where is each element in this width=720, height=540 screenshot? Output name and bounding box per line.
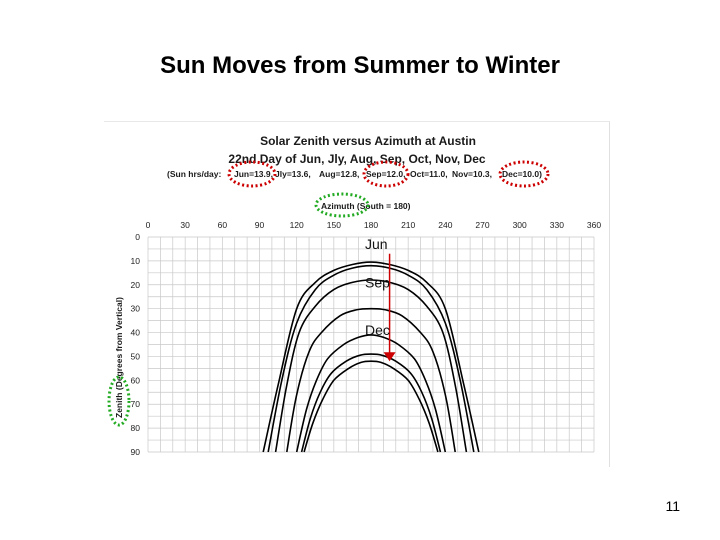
sun-hours-nov: Nov=10.3, bbox=[452, 169, 492, 179]
sun-hours-jun: Jun=13.9, bbox=[234, 169, 273, 179]
y-tick-label: 0 bbox=[135, 232, 140, 242]
sun-hours-oct: Oct=11.0, bbox=[410, 169, 448, 179]
highlight-oval-jun bbox=[227, 160, 277, 188]
chart-series bbox=[262, 261, 480, 453]
x-tick-label: 150 bbox=[327, 220, 341, 230]
x-tick-label: 30 bbox=[180, 220, 190, 230]
series-line-dec bbox=[303, 360, 439, 453]
x-tick-label: 180 bbox=[364, 220, 378, 230]
chart-ticks: 0 30 60 90 120 150 180 210 240 270 300 330 360 0 10 20 3… bbox=[131, 220, 602, 457]
series-line-sep bbox=[286, 307, 456, 453]
y-tick-label: 80 bbox=[131, 423, 141, 433]
y-tick-label: 50 bbox=[131, 351, 141, 361]
sun-hours-sep: Sep=12.0, bbox=[366, 169, 405, 179]
highlight-oval-dec bbox=[498, 160, 550, 188]
highlight-oval-azimuth bbox=[314, 192, 370, 218]
highlight-oval-zenith bbox=[107, 375, 131, 427]
y-axis-label: Zenith (Degrees from Vertical) bbox=[114, 297, 124, 418]
x-tick-label: 90 bbox=[255, 220, 265, 230]
x-tick-label: 360 bbox=[587, 220, 601, 230]
x-tick-label: 60 bbox=[218, 220, 228, 230]
series-line-aug bbox=[274, 279, 468, 453]
series-line-oct bbox=[295, 334, 447, 453]
chart-subtitle: 22nd Day of Jun, Jly, Aug, Sep, Oct, Nov… bbox=[228, 152, 485, 166]
x-tick-label: 210 bbox=[401, 220, 415, 230]
annotation-jun: Jun bbox=[365, 236, 388, 252]
annotation-dec: Dec bbox=[365, 322, 390, 338]
slide-title: Sun Moves from Summer to Winter bbox=[160, 52, 560, 79]
series-line-jun bbox=[262, 261, 480, 453]
y-tick-label: 70 bbox=[131, 399, 141, 409]
x-tick-label: 330 bbox=[550, 220, 564, 230]
sun-hours-dec: Dec=10.0) bbox=[502, 169, 542, 179]
season-arrow bbox=[383, 253, 396, 362]
chart-annotations: Jun Sep Dec bbox=[365, 236, 390, 338]
chart-title: Solar Zenith versus Azimuth at Austin bbox=[260, 134, 476, 148]
x-tick-label: 0 bbox=[146, 220, 151, 230]
annotation-sep: Sep bbox=[365, 274, 390, 290]
slide-number: 11 bbox=[665, 498, 680, 514]
y-tick-label: 30 bbox=[131, 304, 141, 314]
sun-hours-aug: Aug=12.8, bbox=[319, 169, 359, 179]
y-tick-label: 40 bbox=[131, 328, 141, 338]
y-tick-label: 20 bbox=[131, 280, 141, 290]
sun-hours-prefix: (Sun hrs/day: bbox=[167, 169, 221, 179]
y-tick-label: 90 bbox=[131, 447, 141, 457]
sun-hours-jly: Jly=13.6, bbox=[275, 169, 311, 179]
zenith-azimuth-chart: 0 30 60 90 120 150 180 210 240 270 300 330 360 0 10 20 3… bbox=[107, 134, 602, 457]
x-axis-label: Azimuth (South = 180) bbox=[321, 201, 411, 211]
series-line-jly bbox=[267, 264, 475, 453]
y-tick-label: 60 bbox=[131, 375, 141, 385]
highlight-oval-sep bbox=[362, 160, 410, 188]
chart-sun-hours-line: (Sun hrs/day: Jun=13.9, Jly=13.6, Aug=12… bbox=[167, 169, 542, 179]
x-tick-label: 120 bbox=[290, 220, 304, 230]
x-tick-label: 300 bbox=[513, 220, 527, 230]
series-line-nov bbox=[300, 353, 442, 453]
y-tick-label: 10 bbox=[131, 256, 141, 266]
chart-frame: 0 30 60 90 120 150 180 210 240 270 300 330 360 0 10 20 3… bbox=[104, 121, 610, 467]
chart-grid bbox=[147, 236, 595, 453]
season-arrow-head bbox=[383, 352, 396, 362]
x-tick-label: 270 bbox=[475, 220, 489, 230]
x-tick-label: 240 bbox=[438, 220, 452, 230]
